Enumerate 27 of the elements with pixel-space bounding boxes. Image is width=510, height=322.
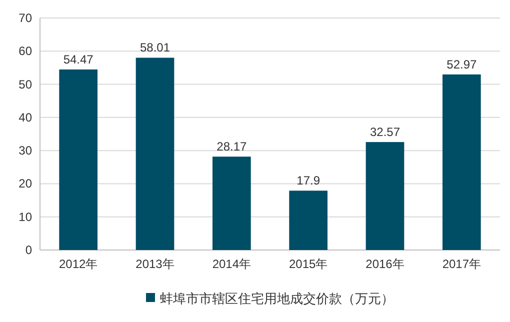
x-tick-label: 2014年 (212, 257, 252, 271)
x-tick-label: 2012年 (58, 257, 98, 271)
data-label: 52.97 (446, 57, 478, 72)
data-label: 32.57 (370, 125, 400, 140)
legend-label: 蚌埠市市辖区住宅用地成交价款（万元） (160, 291, 394, 306)
data-label: 58.01 (140, 40, 170, 55)
y-tick-label: 30 (18, 144, 32, 158)
bar (289, 190, 328, 250)
y-tick-label: 60 (18, 44, 32, 58)
x-tick-label: 2013年 (136, 257, 174, 271)
x-tick-label: 2017年 (442, 257, 482, 271)
bar (366, 142, 404, 250)
y-tick-label: 50 (18, 77, 32, 92)
bar (136, 58, 174, 250)
bar (212, 156, 251, 250)
y-tick-label: 40 (18, 110, 32, 124)
bar (442, 74, 481, 250)
x-tick-label: 2016年 (366, 257, 404, 271)
y-tick-label: 10 (18, 210, 32, 224)
data-label: 28.17 (216, 140, 248, 154)
y-tick-label: 70 (18, 11, 32, 25)
x-tick-label: 2015年 (288, 257, 328, 271)
y-tick-label: 0 (25, 243, 32, 257)
data-label: 17.9 (296, 174, 320, 188)
y-tick-label: 20 (18, 176, 32, 191)
bar (59, 69, 98, 250)
data-label: 54.47 (63, 52, 94, 66)
